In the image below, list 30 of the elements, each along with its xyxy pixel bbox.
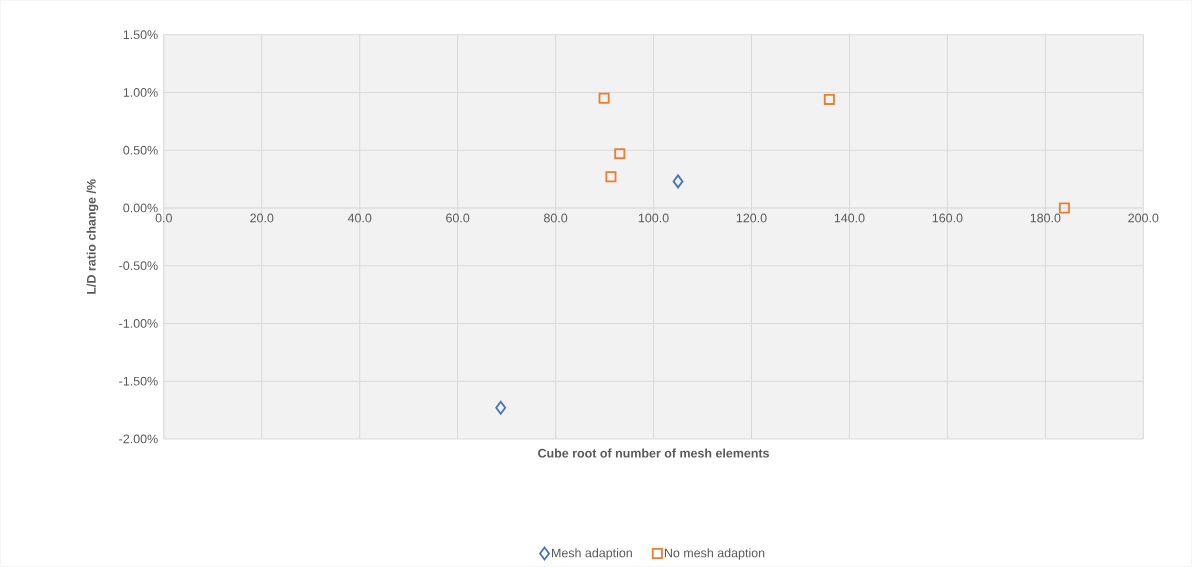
legend-label: No mesh adaption [664, 548, 765, 560]
y-axis-title: L/D ratio change /% [86, 179, 99, 294]
x-tick-label: 180.0 [1030, 213, 1061, 223]
x-tick-label: 160.0 [932, 213, 963, 223]
point [823, 94, 835, 106]
x-axis-title: Cube root of number of mesh elements [538, 448, 769, 458]
y-tick-label: 0.50% [123, 145, 158, 155]
y-tick-label: -2.00% [119, 434, 158, 444]
y-tick-label: 0.00% [123, 203, 158, 213]
point [598, 92, 610, 104]
y-tick-label: -0.50% [119, 261, 158, 271]
x-tick-label: 0.0 [155, 213, 172, 223]
x-tick-label: 100.0 [638, 213, 669, 223]
y-tick-label: 1.00% [123, 88, 158, 98]
point [1058, 202, 1070, 214]
point [495, 400, 507, 415]
point [605, 171, 617, 183]
y-tick-label: 1.50% [123, 30, 158, 40]
x-tick-label: 60.0 [446, 213, 470, 223]
x-tick-label: 140.0 [834, 213, 865, 223]
x-tick-label: 20.0 [250, 213, 274, 223]
x-tick-label: 40.0 [347, 213, 372, 223]
point [614, 148, 626, 160]
y-tick-label: -1.50% [119, 376, 158, 386]
x-tick-label: 200.0 [1128, 213, 1159, 223]
point [672, 174, 684, 189]
y-tick-label: -1.00% [119, 319, 158, 328]
legend-label: Mesh adaption [552, 548, 632, 560]
x-tick-label: 80.0 [544, 213, 568, 223]
x-tick-label: 120.0 [736, 213, 767, 223]
